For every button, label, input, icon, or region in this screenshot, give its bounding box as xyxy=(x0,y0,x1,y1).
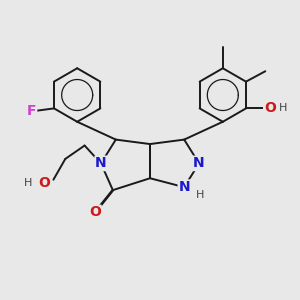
Text: H: H xyxy=(279,103,287,113)
Text: H: H xyxy=(24,178,32,188)
Text: N: N xyxy=(95,156,107,170)
Text: N: N xyxy=(178,180,190,194)
Text: O: O xyxy=(264,101,276,116)
Text: N: N xyxy=(193,156,205,170)
Text: F: F xyxy=(27,104,37,118)
Text: H: H xyxy=(196,190,205,200)
Text: O: O xyxy=(38,176,50,190)
Text: O: O xyxy=(89,206,101,219)
